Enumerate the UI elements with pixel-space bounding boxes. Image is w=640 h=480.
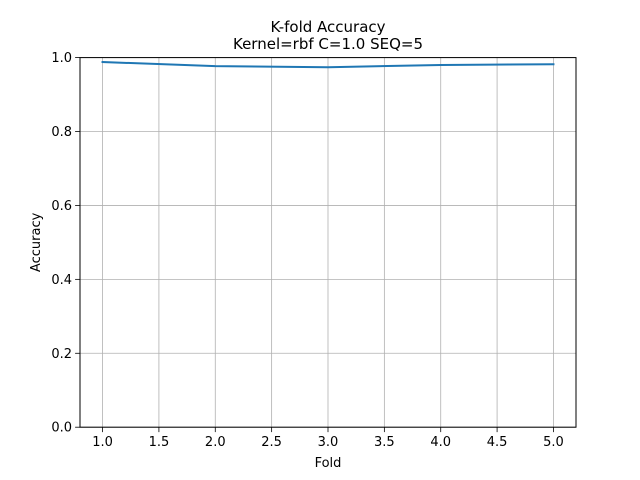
data-point xyxy=(214,65,216,67)
data-point xyxy=(552,63,554,65)
y-axis-label: Accuracy xyxy=(29,212,44,272)
x-tick-label: 4.5 xyxy=(487,435,508,450)
accuracy-line xyxy=(101,61,555,69)
y-tick-label: 0.6 xyxy=(51,199,72,214)
y-tick-label: 0.8 xyxy=(51,125,72,140)
x-axis-label: Fold xyxy=(315,456,342,471)
y-tick-label: 0.4 xyxy=(51,273,72,288)
chart-title: K-fold Accuracy xyxy=(270,18,385,36)
x-tick-label: 2.0 xyxy=(205,435,226,450)
y-axis-ticks: 0.0 0.2 0.4 0.6 0.8 1.0 xyxy=(51,51,80,436)
chart-subtitle: Kernel=rbf C=1.0 SEQ=5 xyxy=(233,35,423,53)
data-point xyxy=(327,66,329,68)
data-point xyxy=(440,64,442,66)
x-tick-label: 1.5 xyxy=(149,435,170,450)
x-tick-label: 1.0 xyxy=(92,435,113,450)
grid xyxy=(80,57,576,428)
y-tick-label: 0.2 xyxy=(51,347,72,362)
x-tick-label: 2.5 xyxy=(261,435,282,450)
x-tick-label: 3.0 xyxy=(318,435,339,450)
x-axis-ticks: 1.0 1.5 2.0 2.5 3.0 3.5 4.0 4.5 5.0 xyxy=(92,427,564,450)
x-tick-label: 5.0 xyxy=(543,435,564,450)
x-tick-label: 4.0 xyxy=(430,435,451,450)
x-tick-label: 3.5 xyxy=(374,435,395,450)
y-tick-label: 1.0 xyxy=(51,51,72,66)
series-layer xyxy=(101,61,555,69)
y-tick-label: 0.0 xyxy=(51,421,72,436)
data-point xyxy=(102,61,104,63)
